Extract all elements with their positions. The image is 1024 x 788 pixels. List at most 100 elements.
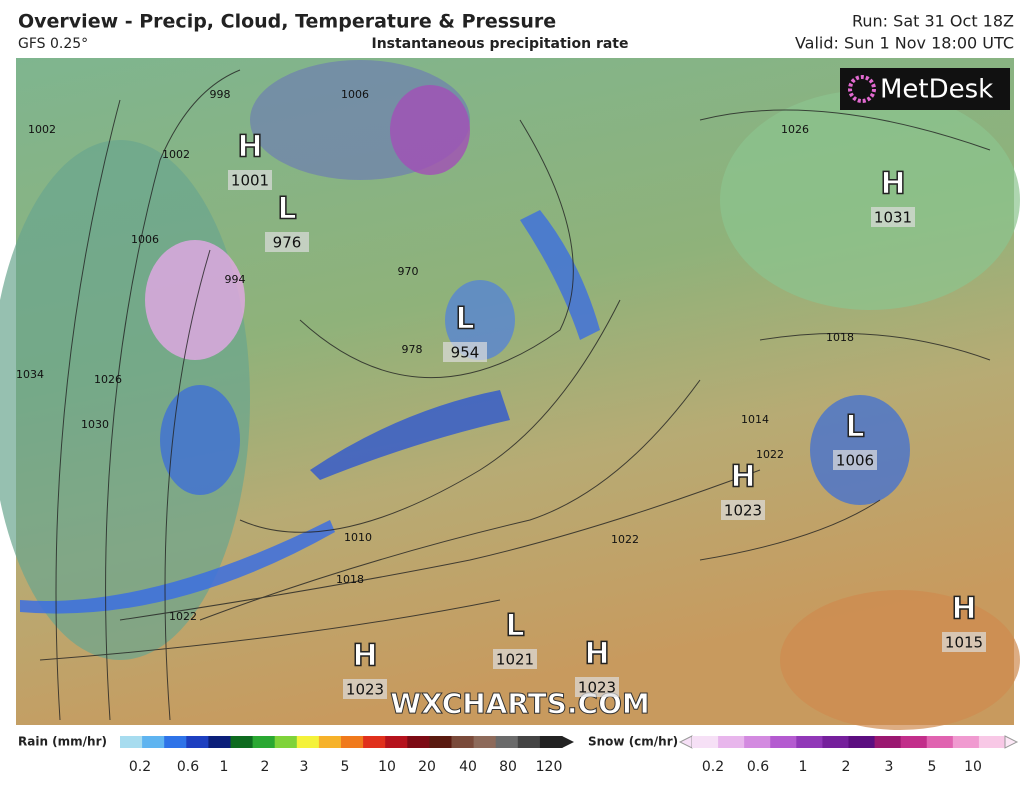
rain-swatch [120,736,143,748]
isobar-label: 998 [210,88,231,101]
isobar-label: 1018 [336,573,364,586]
rain-swatch [429,736,452,748]
rain-swatch [164,736,187,748]
rain-tick-label: 2 [261,759,270,775]
snow-swatch [952,736,980,748]
snow-swatch [900,736,928,748]
snow-tick-label: 1 [799,759,808,775]
isobars [39,69,991,721]
center-pressure: 1001 [231,172,269,190]
center-type: H [584,637,609,672]
center-type: H [880,167,905,202]
rain-swatch [385,736,408,748]
isobar-label: 1014 [741,413,769,426]
isobar-label: 1030 [81,418,109,431]
logo-icon [848,75,876,103]
pressure-box [833,450,877,470]
isobar-label: 1026 [781,123,809,136]
isobar [55,99,121,721]
snow-legend-label: Snow (cm/hr) [588,735,678,749]
pressure-box [343,679,387,699]
warm-region [780,590,1020,730]
isobar-label: 1034 [16,368,44,381]
center-type: L [845,410,864,445]
isobar [119,469,761,621]
rain-tick-label: 1 [220,759,229,775]
logo-box [840,68,1010,110]
isobar [199,379,701,621]
rain-tick-label: 10 [378,759,396,775]
snow-tick-label: 0.6 [747,759,769,775]
snow-tick-label: 3 [885,759,894,775]
rain-swatch [318,736,342,748]
snow-tick-label: 2 [842,759,851,775]
rain-swatch [274,736,298,748]
land-region [720,90,1020,310]
rain-swatch [142,736,165,748]
title: Overview - Precip, Cloud, Temperature & … [18,11,556,33]
pressure-box [228,170,272,190]
rain-swatch [296,736,320,748]
isobar-label: 1002 [28,123,56,136]
pressure-box [942,632,986,652]
center-pressure: 976 [273,234,302,252]
rain-tick-label: 3 [300,759,309,775]
rain-band [20,520,335,614]
rain-swatch [230,736,254,748]
rain-swatch [407,736,430,748]
center-pressure: 1023 [578,679,616,697]
center-type: L [505,609,524,644]
snow-swatch [978,736,1006,748]
isobar-label: 1026 [94,373,122,386]
center-type: L [277,192,296,227]
snow-swatch [796,736,823,748]
snow-area [390,85,470,175]
isobar-label: 1018 [826,331,854,344]
isobar-label: 1022 [169,610,197,623]
model: GFS 0.25° [18,36,88,52]
map [0,58,1020,730]
snow-swatch [926,736,954,748]
snow-tick-label: 0.2 [702,759,724,775]
isobar [105,69,241,721]
rain-tick-label: 0.2 [129,759,151,775]
snow-tick-label: 10 [964,759,982,775]
rain-swatch [517,736,541,748]
snow-swatch [848,736,876,748]
center-pressure: 954 [451,344,480,362]
center-pressure: 1015 [945,634,983,652]
isobar [39,599,501,661]
center-type: H [730,460,755,495]
isobar [239,299,621,533]
rain-tick-label: 20 [418,759,436,775]
isobar [164,249,211,721]
pressure-box [721,500,765,520]
center-pressure: 1023 [724,502,762,520]
rain-tick-label: 5 [341,759,350,775]
isobar-label: 1022 [756,448,784,461]
snow-swatch [744,736,771,748]
snow-tick-label: 5 [928,759,937,775]
rain-swatch [473,736,497,748]
snow-swatch [822,736,849,748]
rain-swatch [451,736,475,748]
snow-swatch [692,736,719,748]
isobar-label: 994 [225,273,246,286]
isobar [299,119,574,378]
rain-band [520,210,600,340]
rain-tick-label: 120 [536,759,563,775]
isobar [759,332,991,361]
logo: MetDesk [880,75,993,105]
pressure-box [443,342,487,362]
legend-arrow [678,735,693,749]
isobar-label: 1022 [611,533,639,546]
pressure-box [265,232,309,252]
isobar-label: 970 [398,265,419,278]
isobar-label: 978 [402,343,423,356]
rain-swatch [208,736,231,748]
center-type: H [951,592,976,627]
rain-swatch [341,736,364,748]
valid: Valid: Sun 1 Nov 18:00 UTC [795,34,1014,53]
